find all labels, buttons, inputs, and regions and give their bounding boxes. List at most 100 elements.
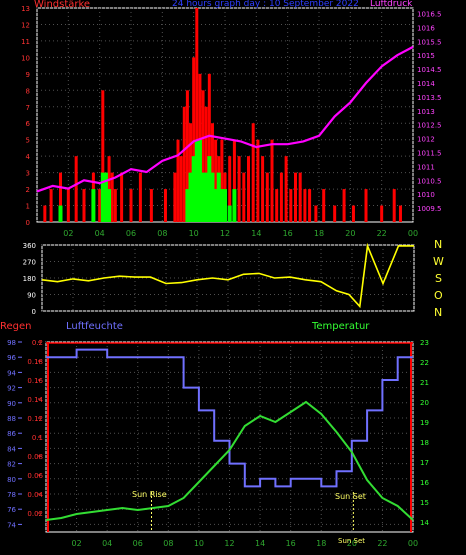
wind-y-tick-label: 6 xyxy=(26,120,31,128)
wind-avg-bar xyxy=(213,189,218,222)
wind-gust-bar xyxy=(207,73,211,222)
wind-gust-bar xyxy=(279,172,283,222)
climate-x-tick-label: 20 xyxy=(347,539,357,548)
wind-y-tick-label: 2 xyxy=(26,186,30,194)
humidity-y-tick-label: 88 xyxy=(7,415,16,423)
wind-gust-bar xyxy=(322,189,326,222)
pressure-y-tick-label: 1010 xyxy=(417,191,435,199)
climate-plot-frame xyxy=(45,341,414,533)
wind-x-tick-label: 16 xyxy=(283,229,293,238)
wind-gust-bar xyxy=(289,189,293,222)
temperature-y-tick-label: 18 xyxy=(420,439,429,447)
humidity-y-tick-label: 98 xyxy=(7,339,16,347)
chart-title: 24 hours graph day : 10 September 2022 xyxy=(172,0,359,9)
climate-x-tick-label: 18 xyxy=(316,539,326,548)
wind-gust-bar xyxy=(101,90,105,222)
pressure-y-tick-label: 1012.5 xyxy=(417,122,442,130)
direction-letter-w: W xyxy=(433,255,444,268)
wind-y-tick-label: 4 xyxy=(26,153,31,161)
wind-gust-bar xyxy=(110,172,114,222)
wind-gust-bar xyxy=(251,123,255,222)
temperature-line xyxy=(45,400,414,521)
climate-x-tick-label: 00 xyxy=(408,539,418,548)
wind-gust-bar xyxy=(182,106,186,222)
sun-rise-label: Sun Rise xyxy=(132,490,167,499)
header-left-label: Windstärke xyxy=(34,0,91,10)
temperature-y-tick-label: 17 xyxy=(420,459,429,467)
wind-avg-bar xyxy=(210,172,215,222)
rain-y-tick-label: 0.1 xyxy=(32,434,43,442)
wind-x-tick-label: 14 xyxy=(251,229,261,238)
wind-avg-bar xyxy=(91,189,96,222)
wind-gust-bar xyxy=(237,156,241,222)
pressure-y-tick-label: 1009.5 xyxy=(417,205,442,213)
wind-gust-bar xyxy=(270,139,274,222)
wind-avg-bar xyxy=(219,189,224,222)
humidity-y-tick-label: 92 xyxy=(7,385,16,393)
direction-y-tick-label: 180 xyxy=(23,275,36,283)
wind-y-tick-label: 5 xyxy=(26,137,30,145)
wind-avg-bar xyxy=(185,189,190,222)
wind-gust-bar xyxy=(232,139,236,222)
climate-x-tick-label: 12 xyxy=(224,539,234,548)
humidity-y-tick-label: 82 xyxy=(7,461,16,469)
wind-gust-bar xyxy=(59,172,62,222)
temperature-y-tick-label: 16 xyxy=(420,479,429,487)
direction-line xyxy=(41,242,414,309)
wind-gust-bar xyxy=(265,172,269,222)
temperature-y-tick-label: 19 xyxy=(420,419,429,427)
wind-x-tick-label: 06 xyxy=(126,229,136,238)
rain-y-tick-label: 0.04 xyxy=(27,491,43,499)
wind-gust-bar xyxy=(314,205,318,222)
wind-y-tick-label: 3 xyxy=(26,170,30,178)
wind-gust-bar xyxy=(129,189,133,222)
wind-gust-bar xyxy=(120,172,124,222)
humidity-y-tick-label: 90 xyxy=(7,400,16,408)
wind-avg-bar xyxy=(227,205,232,222)
pressure-y-tick-label: 1013.5 xyxy=(417,94,442,102)
wind-avg-bar xyxy=(204,172,209,222)
wind-gust-bar xyxy=(82,189,86,222)
wind-x-tick-label: 22 xyxy=(377,229,387,238)
wind-y-tick-label: 10 xyxy=(21,54,30,62)
pressure-y-tick-label: 1010.5 xyxy=(417,177,442,185)
wind-avg-bar xyxy=(207,156,212,222)
wind-gust-bar xyxy=(214,139,218,222)
wind-x-tick-label: 04 xyxy=(95,229,105,238)
rain-y-tick-label: 0.16 xyxy=(27,377,43,385)
wind-avg-bar xyxy=(107,189,112,222)
wind-x-tick-label: 00 xyxy=(408,229,418,238)
wind-gust-bar xyxy=(149,189,153,222)
wind-y-tick-label: 13 xyxy=(21,5,30,13)
wind-gust-bar xyxy=(242,172,246,222)
temperature-y-tick-label: 21 xyxy=(420,379,429,387)
wind-gust-bar xyxy=(74,156,78,222)
wind-avg-bar xyxy=(103,172,108,222)
pressure-y-tick-label: 1011 xyxy=(417,163,435,171)
wind-avg-bar xyxy=(188,172,193,222)
temperature-label: Temperatur xyxy=(312,321,370,332)
pressure-y-tick-label: 1016.5 xyxy=(417,11,442,19)
sun-set-label: Sun Set xyxy=(335,492,366,501)
wind-gust-bar xyxy=(113,189,117,222)
sun-set-label-small: Sun Set xyxy=(338,537,366,545)
wind-gust-bar xyxy=(303,189,307,222)
climate-x-tick-label: 08 xyxy=(163,539,173,548)
direction-y-tick-label: 270 xyxy=(23,259,36,267)
wind-gust-bar xyxy=(284,156,288,222)
humidity-y-tick-label: 80 xyxy=(7,476,16,484)
wind-x-tick-label: 12 xyxy=(220,229,230,238)
wind-gust-bar xyxy=(380,205,384,222)
wind-y-tick-label: 7 xyxy=(26,104,30,112)
climate-x-tick-label: 04 xyxy=(102,539,112,548)
climate-x-tick-label: 22 xyxy=(377,539,387,548)
wind-avg-bar xyxy=(197,139,202,222)
wind-gust-bar xyxy=(43,205,47,222)
humidity-y-tick-label: 84 xyxy=(7,445,16,453)
direction-letter-n2: N xyxy=(434,306,443,319)
wind-avg-bar xyxy=(223,189,227,222)
direction-y-tick-label: 90 xyxy=(27,292,36,300)
pressure-y-tick-label: 1016 xyxy=(417,24,435,32)
wind-avg-bar xyxy=(100,172,105,222)
wind-gust-bar xyxy=(163,189,167,222)
